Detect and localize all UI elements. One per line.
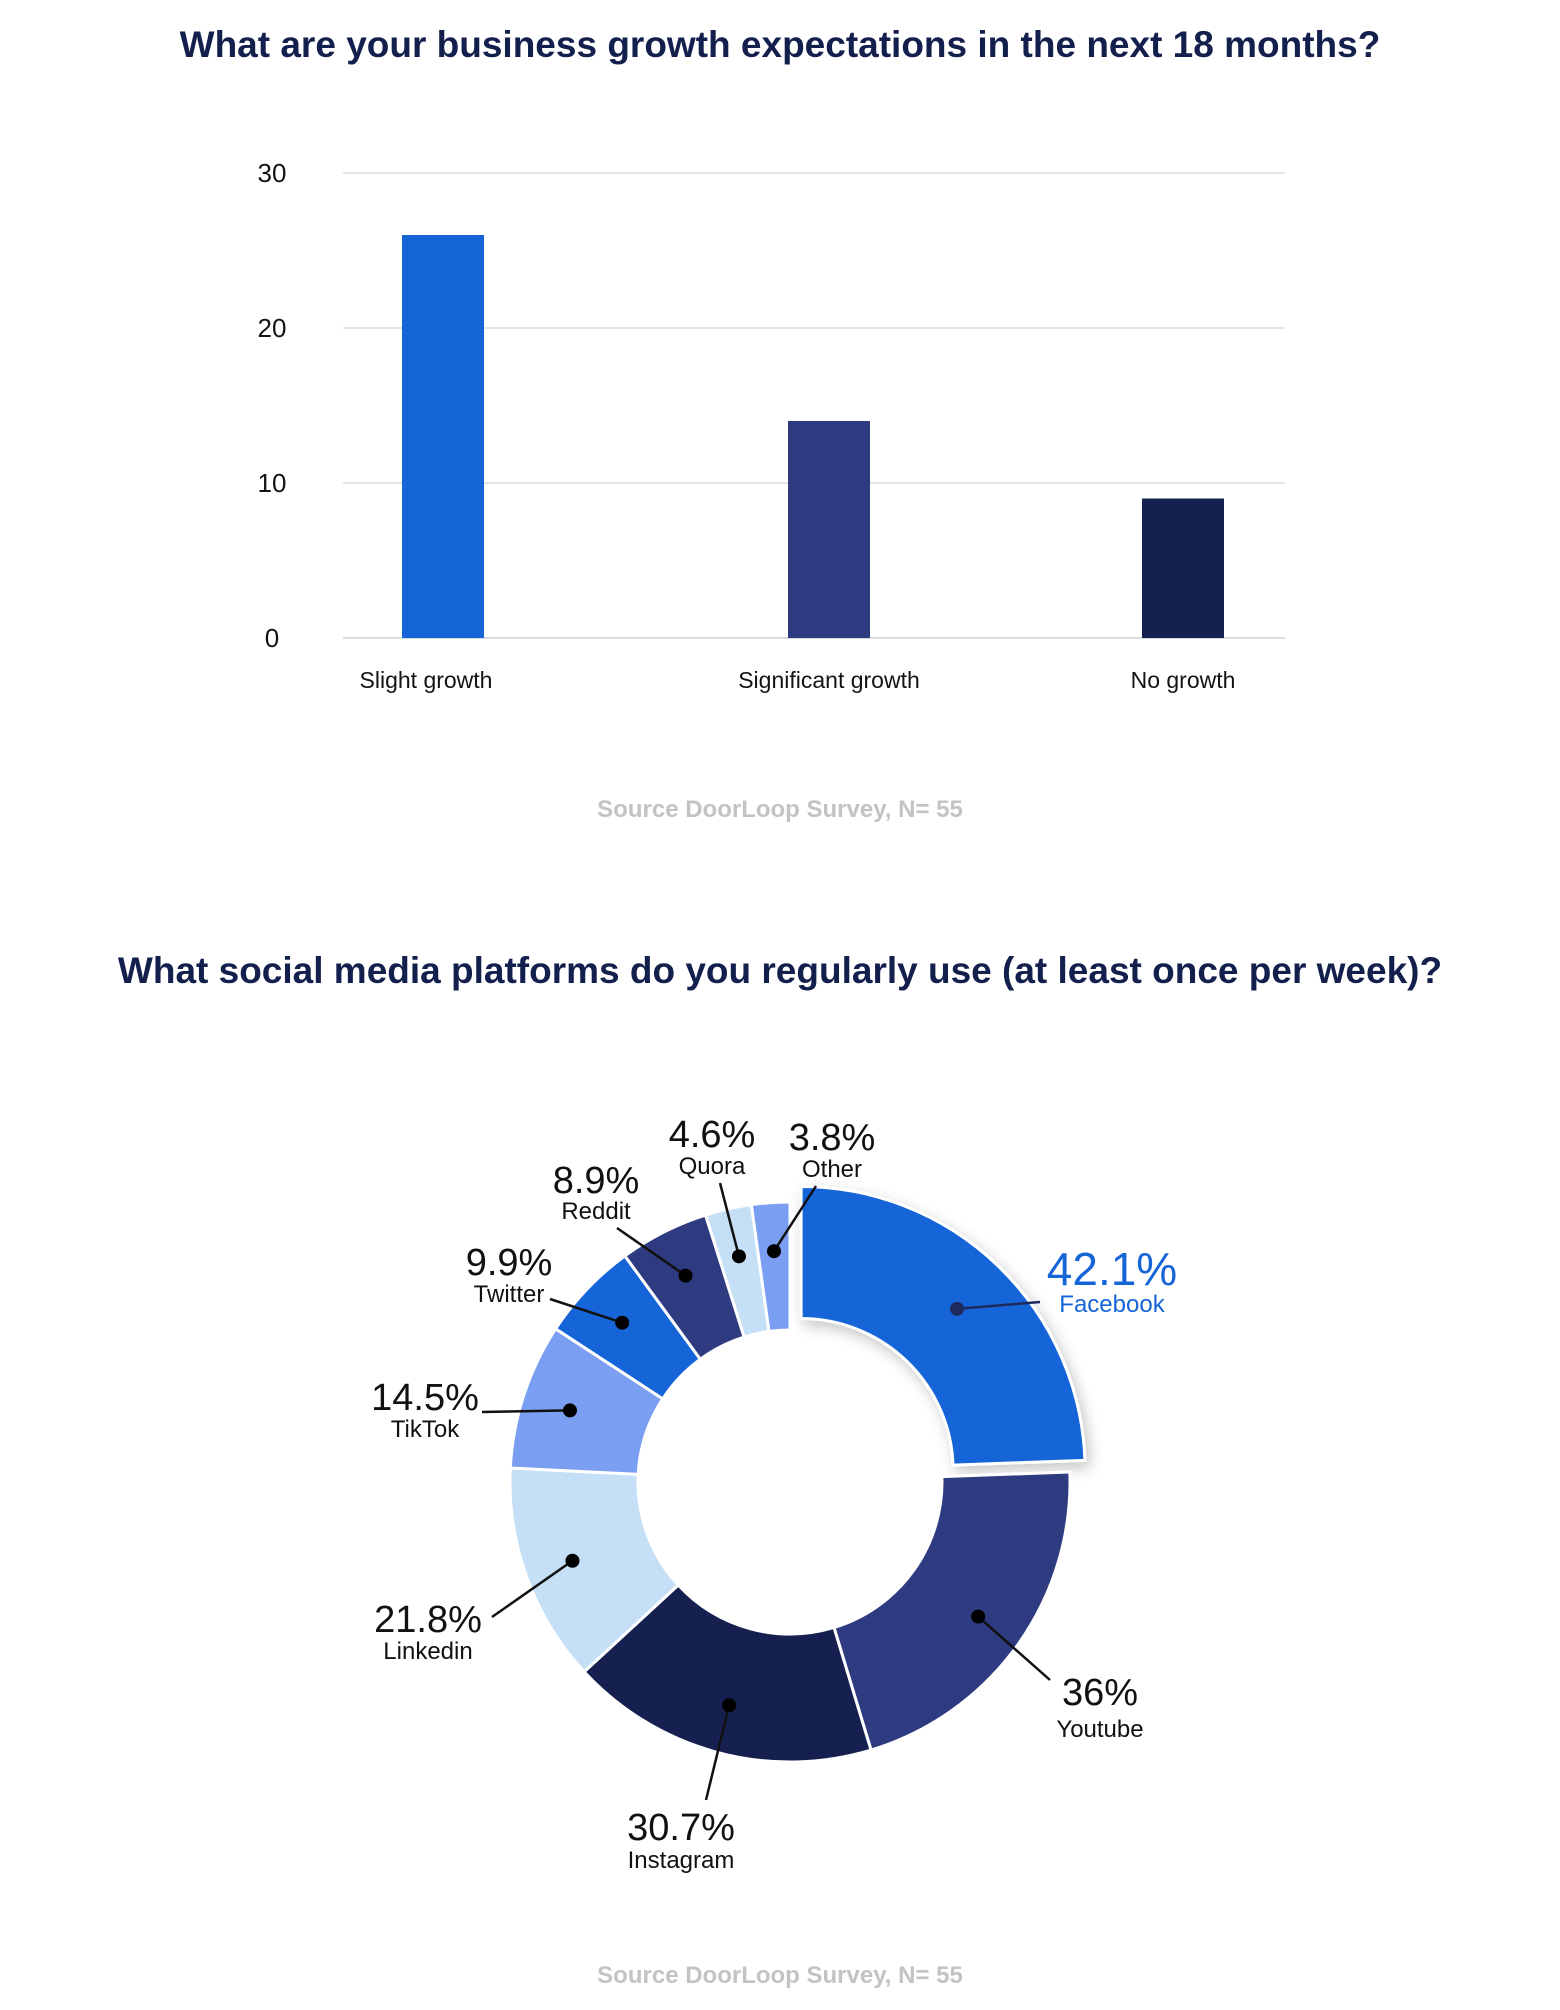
donut-slice-instagram	[582, 1582, 873, 1764]
leader-dot	[731, 1249, 746, 1264]
slice-value-label: 14.5%	[371, 1377, 479, 1419]
slice-name-label: Twitter	[474, 1281, 545, 1308]
leader-dot	[565, 1553, 580, 1568]
slice-value-label: 36%	[1062, 1672, 1138, 1714]
leader-dot	[562, 1403, 577, 1418]
bar-chart-title: What are your business growth expectatio…	[179, 24, 1381, 65]
leader-line	[956, 1300, 1041, 1311]
y-tick-label: 30	[258, 158, 287, 188]
slice-name-label: Linkedin	[383, 1638, 472, 1665]
donut-chart-title: What social media platforms do you regul…	[117, 950, 1443, 991]
leader-line	[718, 1182, 741, 1257]
slice-value-label: 21.8%	[374, 1599, 482, 1641]
leader-line	[481, 1409, 571, 1414]
y-tick-label: 10	[258, 468, 287, 498]
leader-line	[549, 1297, 623, 1324]
leader-dot	[766, 1244, 781, 1259]
donut-chart-source: Source DoorLoop Survey, N= 55	[597, 1962, 963, 1989]
leader-dot	[722, 1698, 737, 1713]
slice-value-label: 8.9%	[553, 1160, 640, 1202]
leader-dot	[615, 1315, 630, 1330]
donut-slice-other	[749, 1200, 792, 1334]
bar	[402, 235, 484, 638]
x-tick-label: Significant growth	[738, 667, 920, 693]
slice-value-label: 4.6%	[669, 1114, 756, 1156]
leader-dot	[678, 1268, 693, 1283]
bar-chart-source: Source DoorLoop Survey, N= 55	[597, 796, 963, 823]
y-tick-label: 20	[258, 313, 287, 343]
leader-line	[704, 1704, 731, 1801]
slice-value-label: 30.7%	[627, 1807, 735, 1849]
slice-value-label: 42.1%	[1047, 1243, 1177, 1295]
x-tick-label: No growth	[1131, 667, 1236, 693]
slice-name-label: Facebook	[1059, 1291, 1165, 1318]
donut-slice-youtube	[832, 1470, 1072, 1752]
slice-name-label: Reddit	[561, 1198, 631, 1225]
leader-line	[491, 1559, 574, 1619]
donut-chart: 42.1%Facebook 36%Youtube 30.7%Instagram 21.…	[371, 1114, 1177, 1874]
bar-chart: 0 10 20 30 Slight growth Significant growth No…	[258, 158, 1285, 693]
leader-line	[616, 1226, 687, 1277]
slice-value-label: 9.9%	[466, 1242, 553, 1284]
leader-dot	[950, 1301, 965, 1316]
leader-line	[977, 1615, 1051, 1681]
slice-name-label: Instagram	[628, 1847, 735, 1874]
y-tick-label: 0	[265, 623, 279, 653]
x-tick-label: Slight growth	[360, 667, 493, 693]
donut-slice-facebook	[799, 1184, 1087, 1467]
bar	[1142, 498, 1224, 638]
slice-name-label: Youtube	[1056, 1716, 1143, 1743]
slice-name-label: Other	[802, 1156, 862, 1183]
slice-name-label: TikTok	[391, 1416, 460, 1443]
leader-line	[772, 1185, 818, 1252]
slice-value-label: 3.8%	[789, 1117, 876, 1159]
slice-name-label: Quora	[679, 1153, 746, 1180]
leader-dot	[971, 1609, 986, 1624]
bar	[788, 421, 870, 638]
